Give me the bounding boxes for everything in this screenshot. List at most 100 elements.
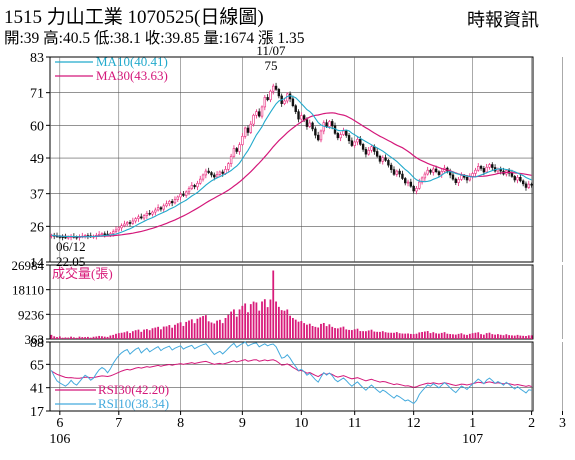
low-value-label: 22.05 bbox=[56, 254, 85, 269]
volume-bar bbox=[115, 333, 117, 339]
candle-body bbox=[137, 216, 140, 219]
candle-body bbox=[235, 148, 238, 152]
candle-body bbox=[224, 169, 227, 174]
candle-body bbox=[210, 172, 213, 176]
candle-body bbox=[336, 133, 340, 139]
volume-bar bbox=[61, 337, 64, 339]
volume-bar bbox=[522, 335, 525, 339]
volume-bar bbox=[381, 331, 384, 339]
volume-bar bbox=[137, 329, 140, 339]
rsi-y-tick-label: 17 bbox=[30, 405, 44, 420]
volume-bar bbox=[353, 329, 356, 339]
volume-bar bbox=[117, 333, 120, 339]
candle-body bbox=[227, 163, 230, 170]
candle-body bbox=[176, 196, 179, 200]
candle-body bbox=[114, 229, 118, 232]
candle-body bbox=[359, 138, 362, 145]
candle-body bbox=[325, 122, 328, 127]
volume-bar bbox=[379, 331, 381, 339]
volume-y-tick-label: 26984 bbox=[12, 258, 45, 273]
volume-bar bbox=[247, 312, 249, 339]
candle-body bbox=[97, 234, 101, 236]
volume-bar bbox=[145, 329, 148, 339]
volume-bar bbox=[499, 334, 502, 339]
volume-bar bbox=[101, 336, 103, 339]
volume-y-tick-label: 363 bbox=[25, 332, 45, 347]
peak-value-label: 75 bbox=[265, 58, 278, 73]
candle-body bbox=[373, 146, 376, 152]
rsi-y-tick-label: 41 bbox=[30, 382, 44, 397]
candle-body bbox=[246, 127, 250, 133]
volume-bar bbox=[174, 324, 176, 339]
volume-bar bbox=[255, 302, 258, 339]
volume-bar bbox=[334, 328, 336, 339]
candle-body bbox=[364, 149, 368, 155]
volume-bar bbox=[258, 310, 261, 339]
candle-body bbox=[170, 201, 174, 204]
volume-bar bbox=[188, 320, 190, 339]
volume-bar bbox=[457, 333, 460, 339]
candle-body bbox=[168, 201, 171, 205]
candle-body bbox=[457, 179, 460, 183]
price-y-tick-label: 49 bbox=[30, 152, 44, 167]
candle-body bbox=[524, 183, 528, 188]
volume-bar bbox=[64, 337, 67, 339]
volume-bar bbox=[328, 324, 331, 339]
candle-body bbox=[291, 98, 295, 107]
volume-bar bbox=[325, 326, 328, 339]
candle-body bbox=[238, 144, 241, 152]
legend-label-ma30: MA30(43.63) bbox=[96, 68, 168, 83]
candle-body bbox=[454, 178, 457, 183]
volume-bar bbox=[370, 329, 373, 339]
candle-body bbox=[423, 173, 427, 179]
volume-bar bbox=[50, 334, 53, 339]
volume-y-tick-label: 9236 bbox=[18, 307, 45, 322]
candle-body bbox=[154, 209, 157, 213]
volume-bar bbox=[249, 304, 252, 339]
volume-bar bbox=[252, 301, 255, 339]
volume-bar bbox=[516, 334, 519, 339]
volume-bar bbox=[218, 319, 221, 339]
candle-body bbox=[406, 181, 410, 184]
x-month-label: 2 bbox=[528, 416, 535, 431]
price-y-tick-label: 26 bbox=[30, 220, 44, 235]
candle-body bbox=[429, 169, 432, 173]
volume-bar bbox=[193, 323, 196, 339]
volume-bar bbox=[294, 319, 297, 339]
volume-bar bbox=[440, 332, 443, 339]
candle-body bbox=[249, 123, 252, 133]
volume-bar bbox=[365, 331, 367, 339]
candle-body bbox=[474, 169, 477, 174]
candle-body bbox=[266, 97, 269, 101]
candle-body bbox=[131, 220, 135, 224]
rsi-panel-frame bbox=[49, 341, 534, 412]
candle-body bbox=[434, 168, 438, 172]
volume-bar bbox=[491, 334, 494, 339]
candle-body bbox=[179, 193, 182, 198]
candle-body bbox=[491, 164, 494, 168]
volume-bar bbox=[87, 336, 89, 339]
volume-bar bbox=[438, 333, 440, 339]
volume-bar bbox=[311, 325, 314, 339]
volume-bar bbox=[165, 326, 168, 339]
volume-bar bbox=[409, 333, 412, 339]
volume-bar bbox=[390, 332, 393, 339]
volume-bar bbox=[367, 330, 370, 339]
price-y-tick-label: 14 bbox=[30, 256, 44, 271]
volume-bar bbox=[238, 309, 241, 339]
volume-bar bbox=[482, 334, 485, 339]
candle-body bbox=[415, 188, 418, 192]
volume-bar bbox=[474, 332, 477, 339]
rsi-line-rsi30 bbox=[51, 359, 532, 388]
x-month-label: 12 bbox=[407, 416, 421, 431]
volume-bar bbox=[162, 326, 165, 339]
low-date-label: 06/12 bbox=[56, 239, 86, 254]
x-month-label: 9 bbox=[239, 416, 246, 431]
volume-bar bbox=[263, 299, 266, 339]
candle-body bbox=[67, 236, 70, 239]
volume-bar bbox=[300, 321, 303, 339]
volume-bar bbox=[148, 330, 151, 339]
volume-bar bbox=[261, 301, 263, 339]
source-label: 時報資訊 bbox=[467, 10, 539, 30]
candle-body bbox=[521, 180, 525, 185]
